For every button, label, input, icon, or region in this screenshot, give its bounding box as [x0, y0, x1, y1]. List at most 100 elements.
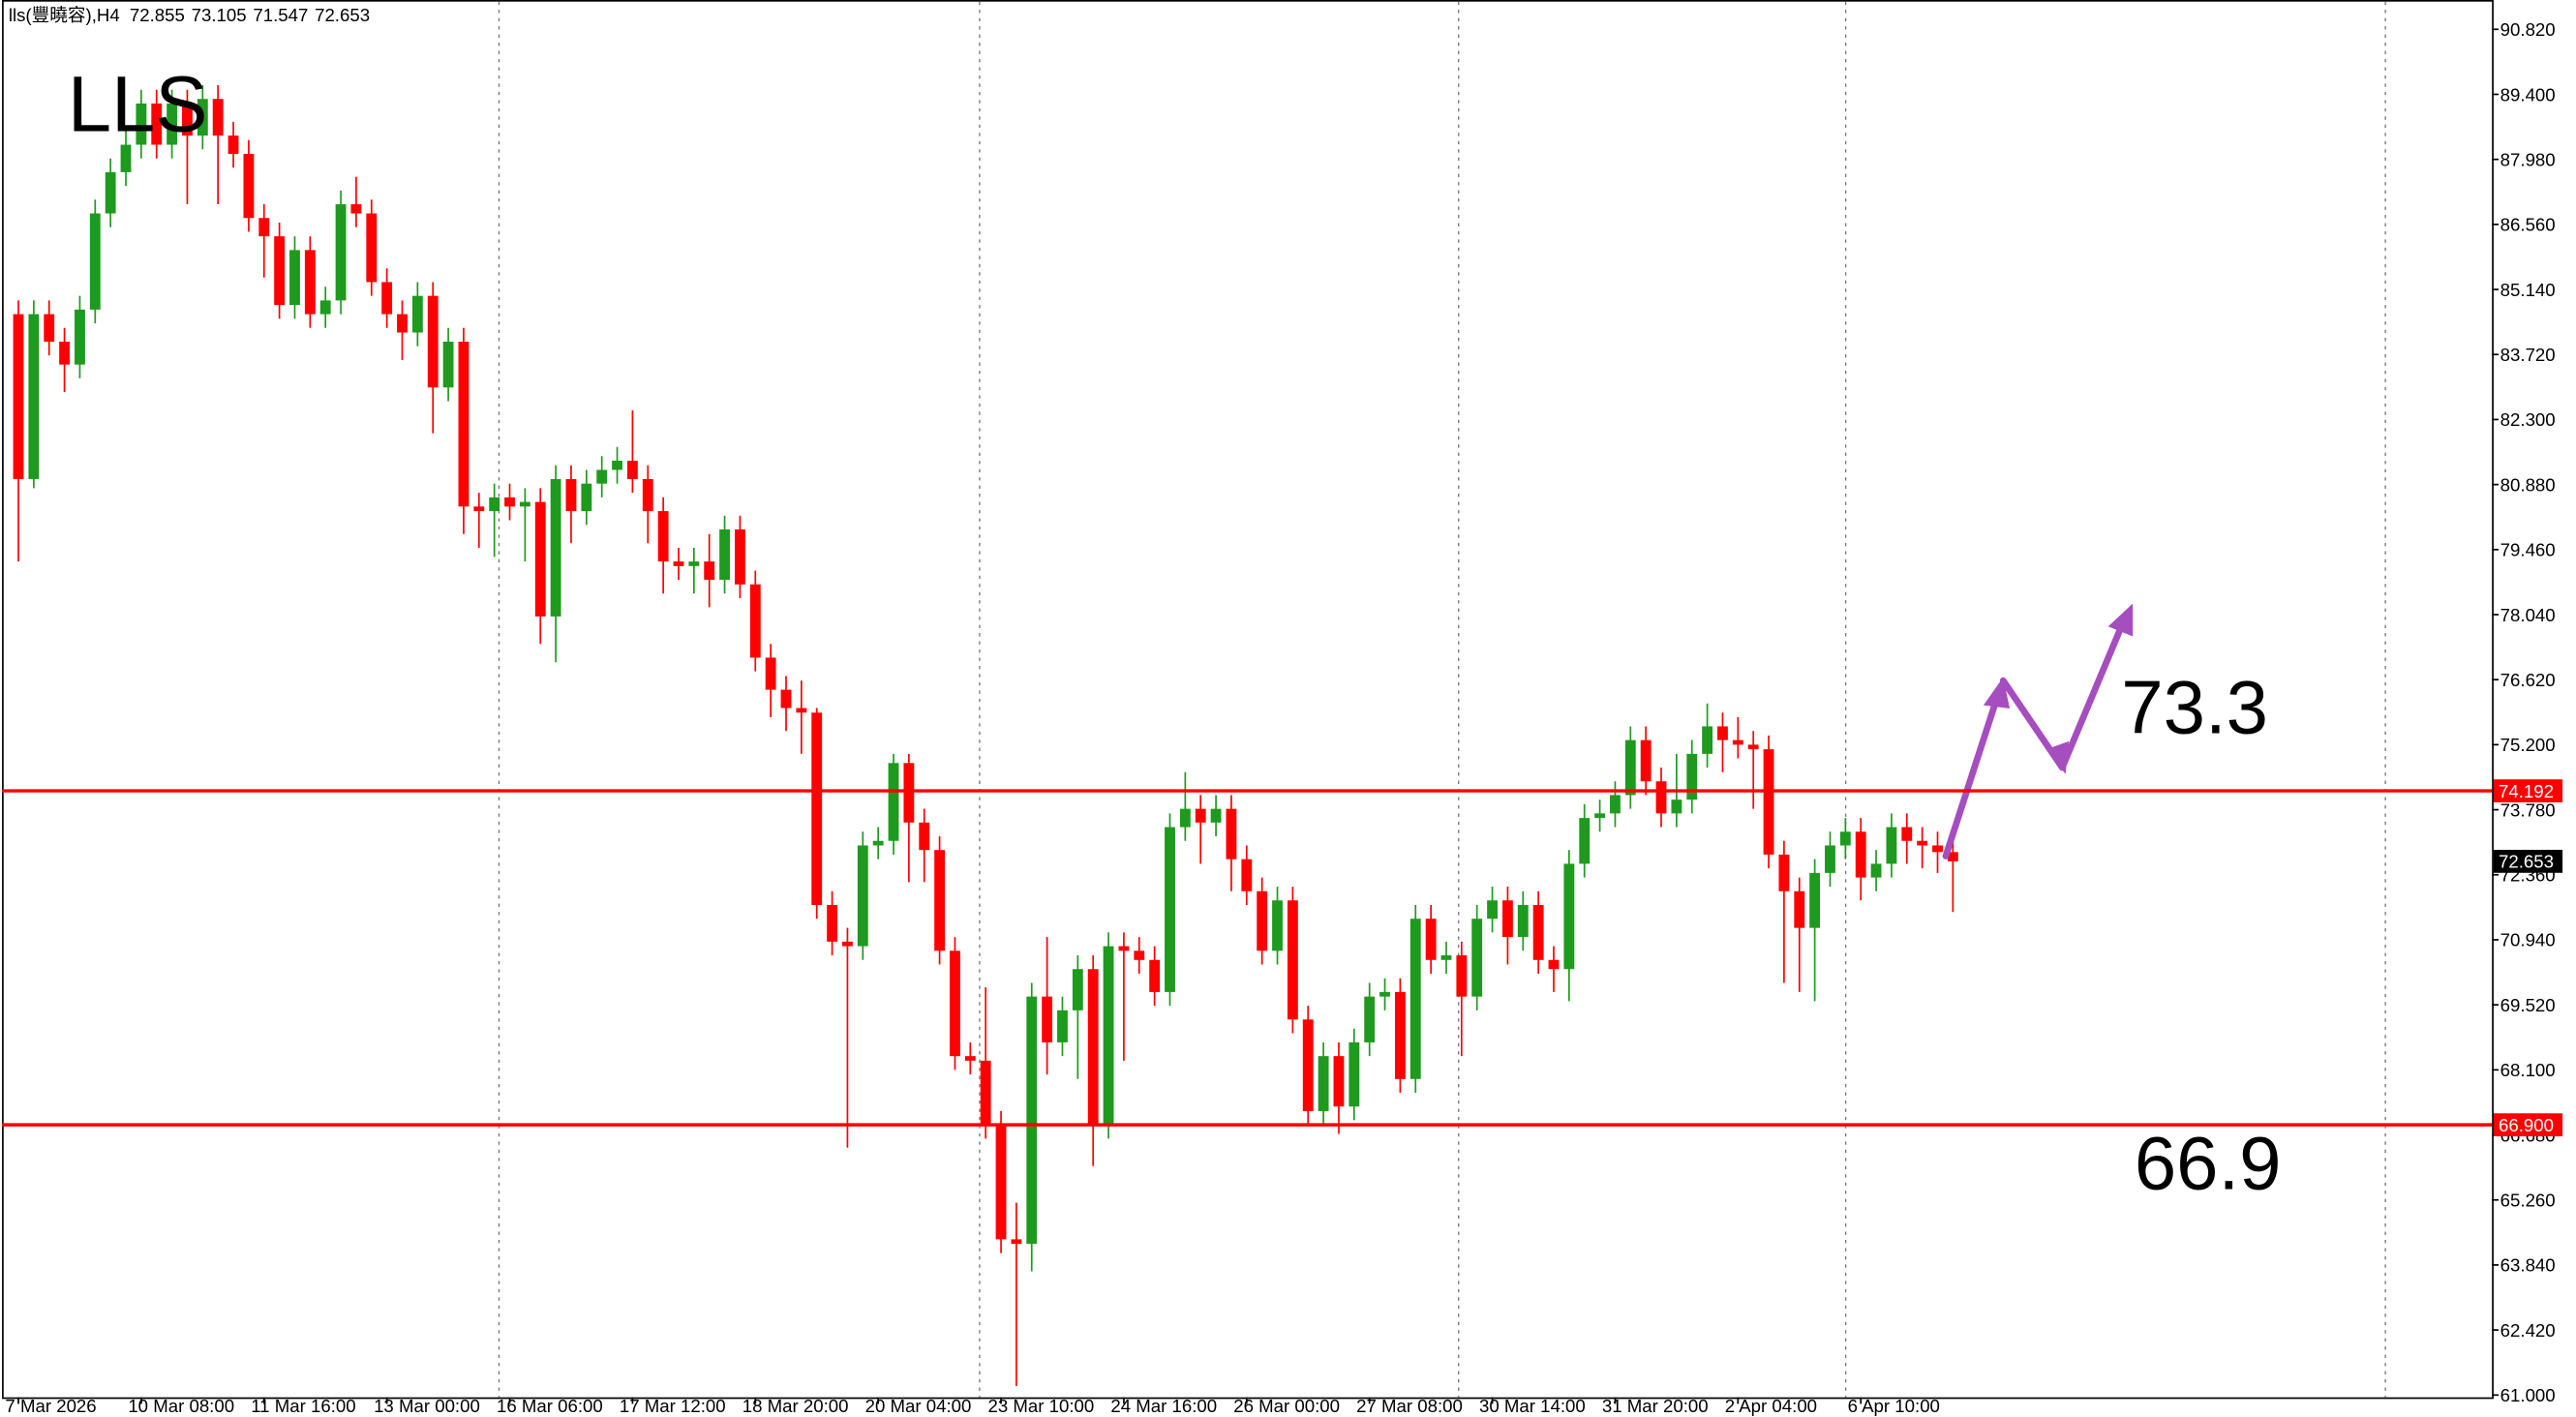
candle-body: [980, 1060, 991, 1126]
y-tick-label: 73.780: [2500, 799, 2556, 820]
annotation: 73.3: [2121, 664, 2268, 749]
candle-body: [227, 136, 239, 154]
candle-body: [1226, 808, 1237, 859]
candle-body: [1579, 818, 1591, 864]
candle-body: [1517, 905, 1529, 938]
candle-body: [59, 341, 71, 365]
candle-body: [1287, 900, 1298, 1020]
x-tick-label: 18 Mar 20:00: [742, 1396, 849, 1416]
candle-body: [1409, 919, 1421, 1079]
candle-body: [857, 845, 868, 947]
candle-body: [596, 469, 608, 484]
candle-body: [888, 763, 899, 841]
header-open: 72.855: [130, 5, 185, 25]
candle-body: [1456, 955, 1468, 997]
candle-body: [1210, 808, 1222, 823]
candle-body: [1671, 799, 1682, 814]
x-tick-label: 6 Apr 10:00: [1848, 1396, 1940, 1416]
candle-body: [1118, 946, 1130, 951]
candle-body: [995, 1125, 1007, 1240]
candle-body: [243, 153, 255, 219]
candle-body: [289, 250, 300, 306]
y-tick-label: 76.620: [2500, 670, 2556, 690]
y-tick-label: 80.880: [2500, 474, 2556, 495]
candle-body: [534, 501, 546, 617]
candle-body: [1087, 969, 1099, 1126]
candle-body: [1794, 890, 1805, 928]
candle-body: [1655, 781, 1667, 814]
candle-body: [780, 689, 792, 708]
candle-body: [1026, 996, 1038, 1245]
candle-body: [212, 99, 224, 136]
y-tick-label: 89.400: [2500, 84, 2556, 105]
candle-body: [657, 511, 669, 562]
level-label: 66.900: [2499, 1115, 2554, 1135]
candle-body: [44, 314, 55, 342]
y-tick-label: 90.820: [2500, 19, 2556, 40]
candle-body: [1103, 946, 1114, 1126]
plot-frame: [2, 0, 2494, 1400]
candle-body: [1195, 808, 1206, 823]
level-tag: [2493, 779, 2563, 802]
arrow: [1942, 685, 2004, 859]
candle-body: [1272, 900, 1283, 951]
last-price-tag: [2493, 850, 2563, 873]
last-price-label: 72.653: [2499, 852, 2554, 872]
candle-body: [319, 300, 331, 315]
candle-body: [1165, 827, 1175, 992]
candle-body: [427, 295, 439, 388]
candle-body: [704, 561, 715, 581]
candle-body: [1886, 827, 1897, 864]
candle-body: [304, 250, 316, 315]
x-tick-label: 17 Mar 12:00: [620, 1396, 726, 1416]
header-high: 73.105: [192, 5, 247, 25]
y-tick-label: 68.100: [2500, 1060, 2556, 1080]
y-tick-label: 75.200: [2500, 735, 2556, 755]
x-tick-label: 10 Mar 08:00: [128, 1396, 234, 1416]
y-tick-label: 86.560: [2500, 215, 2556, 235]
header-close: 72.653: [315, 5, 370, 25]
candle-body: [765, 657, 776, 690]
level-label: 74.192: [2499, 781, 2554, 801]
x-tick-label: 24 Mar 16:00: [1110, 1396, 1217, 1416]
y-tick-label: 65.260: [2500, 1191, 2556, 1211]
candle-body: [1947, 852, 1958, 861]
candles: [13, 85, 1958, 1386]
candle-body: [1134, 950, 1145, 960]
candle-body: [1425, 919, 1437, 960]
x-tick-label: 2 Apr 04:00: [1725, 1396, 1817, 1416]
candle-body: [75, 309, 85, 365]
y-tick-label: 63.840: [2500, 1255, 2556, 1276]
candle-body: [167, 103, 178, 145]
header-low: 71.547: [253, 5, 308, 25]
candle-body: [1686, 753, 1698, 800]
candle-body: [1778, 854, 1790, 891]
y-tick-label: 61.000: [2500, 1385, 2556, 1405]
y-tick-label: 62.420: [2500, 1320, 2556, 1341]
y-tick-label: 83.720: [2500, 345, 2556, 365]
candle-body: [473, 506, 485, 512]
candle-body: [1364, 996, 1376, 1042]
candle-body: [151, 103, 163, 145]
candle-body: [1487, 900, 1498, 920]
candle-body: [934, 850, 946, 951]
candle-body: [872, 840, 884, 846]
candle-body: [120, 144, 132, 172]
candle-body: [411, 295, 423, 333]
candle-body: [1870, 863, 1882, 878]
candle-body: [1440, 955, 1452, 960]
arrow-head: [2046, 740, 2070, 774]
candle-body: [1179, 808, 1191, 828]
x-tick-label: 16 Mar 06:00: [497, 1396, 603, 1416]
x-tick-label: 13 Mar 00:00: [374, 1396, 480, 1416]
candle-body: [950, 950, 960, 1057]
candle-body: [1548, 959, 1560, 970]
candle-body: [274, 236, 286, 306]
arrow-head: [2107, 603, 2134, 637]
y-tick-label: 82.300: [2500, 409, 2556, 430]
candle-body: [1394, 991, 1406, 1079]
candle-body: [919, 822, 930, 851]
candle-body: [381, 282, 393, 315]
candle-body: [1839, 831, 1851, 846]
candle-body: [489, 497, 500, 512]
